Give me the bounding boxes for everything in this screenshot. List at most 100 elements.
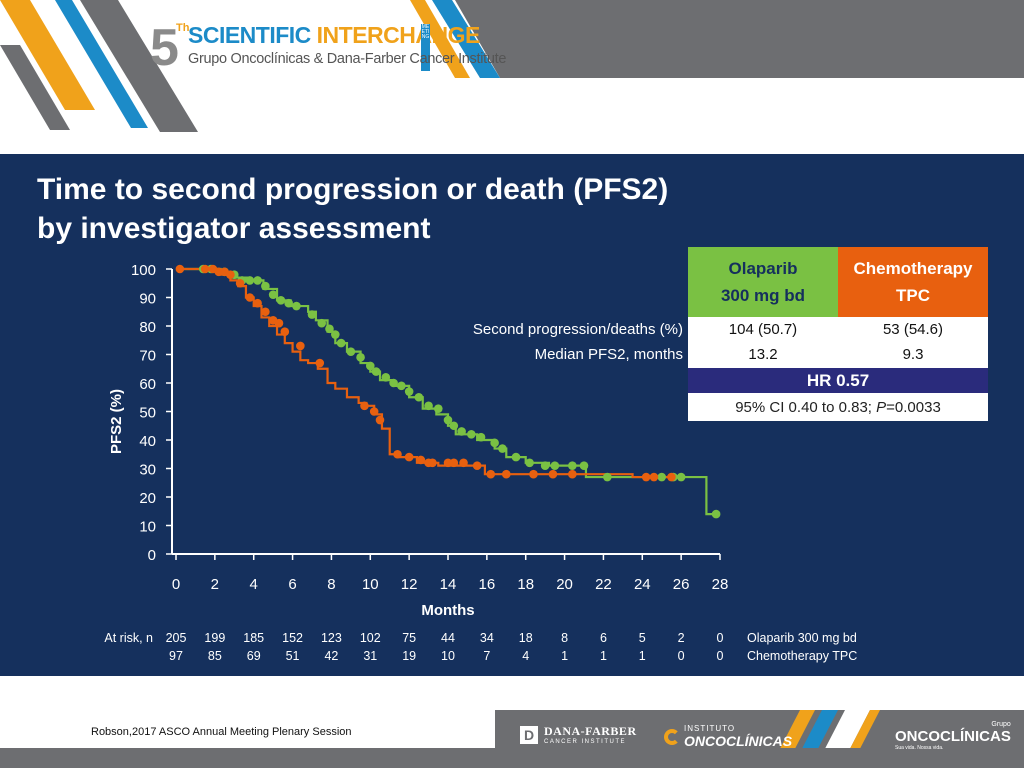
header-banner: 5 Th SCIENTIFIC INTERCHANGE MEETING Grup…	[0, 0, 1024, 154]
censor-mark-olaparib	[657, 472, 667, 482]
hazard-ratio: HR 0.57	[688, 367, 988, 394]
censor-mark-olaparib	[476, 432, 486, 442]
logo-superscript: Th	[176, 22, 190, 34]
footer: Robson,2017 ASCO Annual Meeting Plenary …	[0, 676, 1024, 768]
censor-mark-olaparib	[540, 461, 550, 470]
at-risk-chemotherapy-value: 69	[247, 649, 261, 663]
x-tick-label: 0	[172, 576, 180, 593]
censor-mark-olaparib	[397, 381, 406, 391]
censor-mark-olaparib	[579, 461, 589, 470]
ci-p-symbol: P	[876, 399, 887, 416]
at-risk-chemotherapy-value: 85	[208, 649, 222, 663]
censor-mark-chemotherapy	[472, 461, 482, 470]
at-risk-chemotherapy-value: 1	[600, 649, 607, 663]
ci-suffix: =0.0033	[886, 399, 941, 416]
at-risk-olaparib-value: 205	[166, 631, 187, 645]
censor-mark-olaparib	[389, 378, 398, 388]
header-chemotherapy: Chemotherapy TPC	[838, 247, 988, 317]
at-risk-olaparib-value: 34	[480, 631, 494, 645]
x-tick-label: 24	[634, 576, 651, 593]
x-tick-label: 28	[712, 576, 729, 593]
y-tick-label: 0	[148, 547, 156, 564]
at-risk-chemotherapy-value: 7	[483, 649, 490, 663]
censor-mark-chemotherapy	[449, 458, 459, 468]
citation-text: Robson,2017 ASCO Annual Meeting Plenary …	[91, 726, 352, 738]
y-tick-label: 30	[139, 462, 156, 479]
censor-mark-chemotherapy	[393, 449, 402, 459]
oncoclinicas-c-icon	[664, 728, 680, 745]
at-risk-chemotherapy-value: 1	[561, 649, 568, 663]
censor-mark-olaparib	[331, 330, 340, 339]
censor-mark-chemotherapy	[369, 407, 379, 416]
at-risk-chemotherapy-value: 10	[441, 649, 455, 663]
at-risk-olaparib-value: 152	[282, 631, 303, 645]
dana-farber-mark: D	[520, 725, 538, 744]
instituto-label: INSTITUTO	[684, 724, 736, 733]
censor-mark-olaparib	[261, 281, 270, 291]
at-risk-label: At risk, n	[104, 631, 153, 645]
header-chemotherapy-line: TPC	[896, 286, 930, 305]
y-tick-label: 10	[139, 519, 156, 536]
at-risk-olaparib-value: 2	[678, 631, 685, 645]
header-olaparib: Olaparib 300 mg bd	[688, 247, 838, 317]
censor-mark-olaparib	[603, 472, 612, 482]
at-risk-chemotherapy-value: 19	[402, 649, 416, 663]
censor-mark-olaparib	[336, 338, 346, 348]
censor-mark-chemotherapy	[261, 307, 270, 317]
censor-mark-chemotherapy	[245, 293, 255, 302]
censor-mark-chemotherapy	[501, 469, 511, 479]
censor-mark-olaparib	[307, 310, 317, 319]
censor-mark-olaparib	[276, 296, 286, 305]
censor-mark-chemotherapy	[416, 455, 426, 465]
censor-mark-chemotherapy	[649, 472, 659, 482]
censor-mark-chemotherapy	[641, 472, 651, 482]
censor-mark-olaparib	[356, 353, 365, 362]
censor-mark-olaparib	[490, 438, 499, 448]
slide-body: Time to second progression or death (PFS…	[0, 154, 1024, 676]
instituto-name: ONCOCLÍNICAS	[684, 733, 793, 749]
y-tick-label: 20	[139, 490, 156, 507]
footer-bar	[0, 748, 1024, 768]
censor-mark-olaparib	[365, 361, 375, 371]
censor-mark-olaparib	[443, 415, 453, 425]
x-tick-label: 8	[327, 576, 335, 593]
x-tick-label: 22	[595, 576, 612, 593]
censor-mark-olaparib	[550, 461, 560, 470]
censor-mark-olaparib	[381, 373, 391, 382]
at-risk-olaparib-value: 102	[360, 631, 381, 645]
at-risk-chemotherapy-value: 97	[169, 649, 183, 663]
at-risk-olaparib-value: 18	[519, 631, 533, 645]
y-axis-label: PFS2 (%)	[108, 389, 125, 454]
censor-mark-olaparib	[676, 472, 686, 482]
at-risk-olaparib-value: 185	[243, 631, 264, 645]
confidence-interval: 95% CI 0.40 to 0.83; P=0.0033	[688, 394, 988, 421]
x-tick-label: 12	[401, 576, 418, 593]
censor-mark-chemotherapy	[459, 458, 468, 468]
instituto-oncoclinicas-logo: INSTITUTO ONCOCLÍNICAS	[664, 724, 792, 749]
y-tick-label: 40	[139, 433, 156, 450]
at-risk-olaparib-value: 75	[402, 631, 416, 645]
header-olaparib-line: 300 mg bd	[720, 286, 806, 305]
results-table: Olaparib 300 mg bd Chemotherapy TPC Second p…	[473, 247, 988, 421]
x-axis-label: Months	[421, 602, 474, 619]
at-risk-chemotherapy-value: 4	[522, 649, 529, 663]
header-stripes-graphic	[0, 0, 1024, 132]
censor-mark-chemotherapy	[404, 452, 414, 462]
censor-mark-chemotherapy	[360, 401, 369, 411]
x-tick-label: 18	[517, 576, 534, 593]
at-risk-chemotherapy-value: 51	[286, 649, 300, 663]
grupo-name: ONCOCLÍNICAS	[895, 728, 1011, 745]
at-risk-olaparib-value: 6	[600, 631, 607, 645]
censor-mark-chemotherapy	[280, 327, 290, 336]
at-risk-olaparib-value: 123	[321, 631, 342, 645]
dana-farber-sub: CANCER INSTITUTE	[544, 739, 627, 745]
censor-mark-chemotherapy	[486, 469, 496, 479]
censor-mark-chemotherapy	[428, 458, 437, 468]
x-tick-label: 6	[288, 576, 296, 593]
censor-mark-chemotherapy	[200, 264, 210, 274]
censor-mark-chemotherapy	[226, 270, 235, 279]
x-tick-label: 20	[556, 576, 573, 593]
row-chemotherapy-value: 53 (54.6)	[882, 321, 944, 338]
censor-mark-olaparib	[433, 404, 443, 413]
